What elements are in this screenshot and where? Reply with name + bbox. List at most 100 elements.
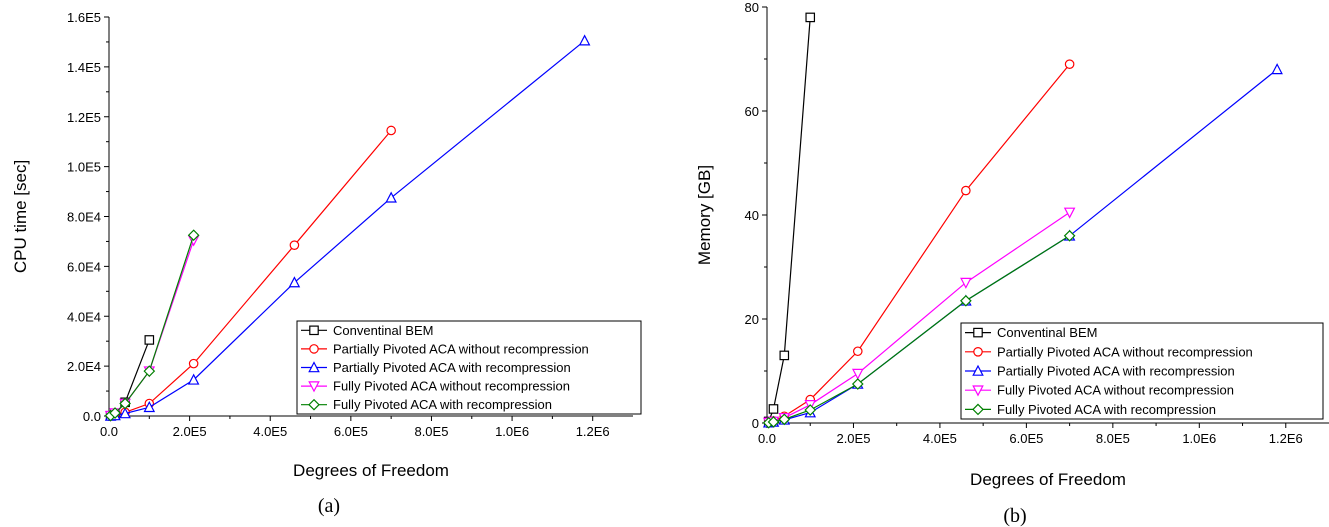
chart-panel-a: 0.0 2.0E5 4.0E5 6.0E5 8.0E5 1.0E6 1.2E6 0.0 2.0E… xyxy=(11,10,642,517)
legend-label: Fully Pivoted ACA without recompression xyxy=(333,379,570,394)
series-line xyxy=(768,17,811,422)
y-tick-label: 0.0 xyxy=(83,409,101,424)
data-point xyxy=(188,358,199,369)
x-tick-label: 6.0E5 xyxy=(1009,431,1043,446)
x-tick-label: 0.0 xyxy=(100,424,118,439)
data-point xyxy=(961,185,971,196)
series-line xyxy=(110,239,195,417)
data-point xyxy=(289,240,300,250)
data-point xyxy=(187,373,200,385)
y-tick-label: 8.0E4 xyxy=(67,210,101,225)
y-tick-label: 4.0E4 xyxy=(67,309,101,324)
x-tick-label: 1.2E6 xyxy=(576,424,610,439)
data-point xyxy=(768,404,779,414)
data-point xyxy=(804,404,817,416)
legend-marker xyxy=(973,327,983,338)
data-point xyxy=(960,277,972,289)
legend-entry: Partially Pivoted ACA without recompress… xyxy=(301,341,589,356)
x-tick-label: 1.2E6 xyxy=(1269,431,1303,446)
data-point xyxy=(288,276,301,288)
x-axis-title: Degrees of Freedom xyxy=(970,470,1126,489)
y-tick-label: 1.0E5 xyxy=(67,160,101,175)
legend-label: Fully Pivoted ACA with recompression xyxy=(997,402,1216,417)
y-tick-label: 40 xyxy=(745,208,759,223)
panel-caption: (a) xyxy=(318,495,340,517)
y-tick-label: 80 xyxy=(745,0,759,15)
legend-label: Partially Pivoted ACA with recompression xyxy=(333,360,571,375)
legend-entry: Fully Pivoted ACA with recompression xyxy=(965,402,1216,417)
legend-entry: Partially Pivoted ACA with recompression xyxy=(965,364,1235,379)
y-tick-label: 6.0E4 xyxy=(67,259,101,274)
data-point xyxy=(144,335,155,345)
data-point xyxy=(805,12,816,23)
legend-label: Partially Pivoted ACA with recompression xyxy=(997,364,1235,379)
x-tick-label: 8.0E5 xyxy=(1096,431,1130,446)
x-tick-label: 6.0E5 xyxy=(334,424,368,439)
data-point xyxy=(578,34,591,46)
data-point xyxy=(143,400,156,413)
legend-marker xyxy=(972,403,984,416)
data-point xyxy=(187,229,200,242)
legend-label: Fully Pivoted ACA without recompression xyxy=(997,383,1234,398)
y-axis-title: Memory [GB] xyxy=(695,165,714,265)
x-tick-label: 4.0E5 xyxy=(923,431,957,446)
data-point xyxy=(852,346,863,357)
data-point xyxy=(119,407,131,419)
legend-label: Fully Pivoted ACA with recompression xyxy=(333,397,552,412)
y-tick-label: 2.0E4 xyxy=(67,359,101,374)
legend-box xyxy=(960,322,1324,420)
legend-label: Conventinal BEM xyxy=(333,323,433,338)
data-point xyxy=(385,191,397,203)
legend-marker xyxy=(309,325,319,336)
chart-panel-b: 0.0 2.0E5 4.0E5 6.0E5 8.0E5 1.0E6 1.2E6 0 20 40 60… xyxy=(695,0,1329,527)
y-tick-label: 1.2E5 xyxy=(67,110,101,125)
x-tick-label: 1.0E6 xyxy=(1182,431,1216,446)
series-fp_recomp xyxy=(104,229,200,422)
legend-marker xyxy=(308,361,320,373)
data-point xyxy=(767,416,780,428)
data-point xyxy=(143,365,156,377)
y-tick-label: 1.6E5 xyxy=(67,10,101,25)
x-tick-label: 0.0 xyxy=(758,431,776,446)
series-conventional xyxy=(763,12,816,427)
data-point xyxy=(386,125,396,136)
data-point xyxy=(851,368,864,380)
legend-marker xyxy=(309,344,319,354)
legend-label: Conventinal BEM xyxy=(997,325,1097,340)
legend-marker xyxy=(972,385,984,397)
y-tick-label: 60 xyxy=(745,104,759,119)
legend-box xyxy=(296,320,642,415)
y-tick-label: 1.4E5 xyxy=(67,60,101,75)
x-tick-label: 8.0E5 xyxy=(414,424,448,439)
legend-marker xyxy=(972,364,984,376)
x-tick-label: 2.0E5 xyxy=(836,431,870,446)
legend: Conventinal BEM Partially Pivoted ACA wit… xyxy=(960,322,1324,420)
legend-label: Partially Pivoted ACA without recompress… xyxy=(333,341,589,356)
legend-entry: Fully Pivoted ACA without recompression xyxy=(965,383,1234,398)
data-point xyxy=(960,294,972,307)
panel-caption: (b) xyxy=(1003,505,1026,527)
data-point xyxy=(1271,63,1283,75)
legend-marker xyxy=(973,346,983,357)
x-tick-label: 4.0E5 xyxy=(253,424,287,439)
data-point xyxy=(779,350,790,361)
x-tick-label: 2.0E5 xyxy=(173,424,207,439)
data-point xyxy=(778,413,791,426)
legend-entry: Conventinal BEM xyxy=(301,323,433,338)
legend-entry: Partially Pivoted ACA without recompress… xyxy=(965,344,1253,359)
legend-entry: Fully Pivoted ACA with recompression xyxy=(301,397,552,412)
legend: Conventinal BEM Partially Pivoted ACA wit… xyxy=(296,320,642,415)
data-point xyxy=(119,397,131,410)
data-point xyxy=(1063,207,1076,219)
data-point xyxy=(1063,229,1076,242)
legend-marker xyxy=(308,381,320,393)
series-line xyxy=(110,235,195,417)
x-axis-title: Degrees of Freedom xyxy=(293,461,449,480)
data-point xyxy=(109,407,121,419)
y-axis-title: CPU time [sec] xyxy=(11,160,30,273)
y-tick-label: 20 xyxy=(745,312,759,327)
legend-marker xyxy=(308,398,320,411)
x-tick-label: 1.0E6 xyxy=(495,424,529,439)
legend-entry: Partially Pivoted ACA with recompression xyxy=(301,360,571,375)
